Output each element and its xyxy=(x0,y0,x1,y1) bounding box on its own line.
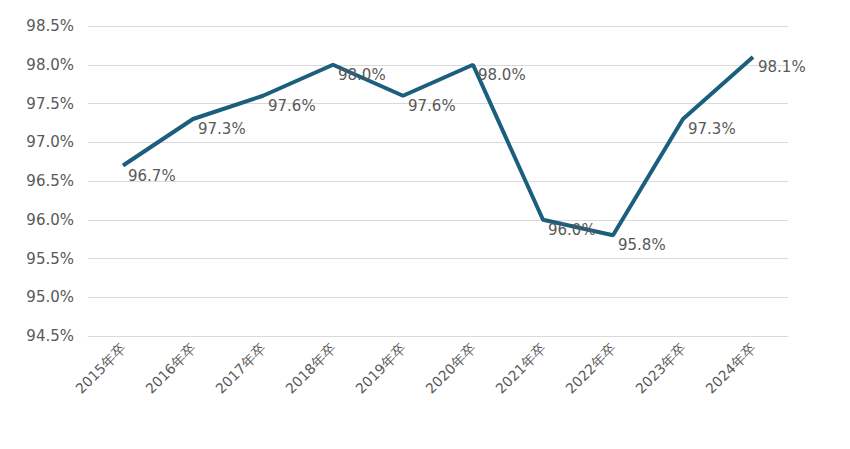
svg-text:2021年卒: 2021年卒 xyxy=(492,340,548,396)
svg-text:98.0%: 98.0% xyxy=(478,66,526,84)
svg-text:98.1%: 98.1% xyxy=(758,58,806,76)
svg-text:95.5%: 95.5% xyxy=(26,250,74,268)
svg-text:97.0%: 97.0% xyxy=(26,133,74,151)
svg-text:2023年卒: 2023年卒 xyxy=(632,340,688,396)
svg-text:97.3%: 97.3% xyxy=(198,120,246,138)
svg-text:96.7%: 96.7% xyxy=(128,167,176,185)
svg-text:2018年卒: 2018年卒 xyxy=(282,340,338,396)
svg-text:96.0%: 96.0% xyxy=(548,221,596,239)
svg-text:97.5%: 97.5% xyxy=(26,95,74,113)
svg-text:98.5%: 98.5% xyxy=(26,17,74,35)
svg-text:2019年卒: 2019年卒 xyxy=(352,340,408,396)
svg-text:2022年卒: 2022年卒 xyxy=(562,340,618,396)
svg-text:96.5%: 96.5% xyxy=(26,172,74,190)
svg-text:95.0%: 95.0% xyxy=(26,288,74,306)
svg-text:97.3%: 97.3% xyxy=(688,120,736,138)
svg-text:2016年卒: 2016年卒 xyxy=(142,340,198,396)
svg-text:2020年卒: 2020年卒 xyxy=(422,340,478,396)
svg-text:98.0%: 98.0% xyxy=(338,66,386,84)
svg-text:98.0%: 98.0% xyxy=(26,56,74,74)
svg-text:2017年卒: 2017年卒 xyxy=(212,340,268,396)
svg-text:94.5%: 94.5% xyxy=(26,327,74,345)
svg-text:2015年卒: 2015年卒 xyxy=(72,340,128,396)
svg-text:95.8%: 95.8% xyxy=(618,236,666,254)
svg-text:97.6%: 97.6% xyxy=(268,97,316,115)
svg-text:2024年卒: 2024年卒 xyxy=(702,340,758,396)
svg-text:96.0%: 96.0% xyxy=(26,211,74,229)
svg-text:97.6%: 97.6% xyxy=(408,97,456,115)
